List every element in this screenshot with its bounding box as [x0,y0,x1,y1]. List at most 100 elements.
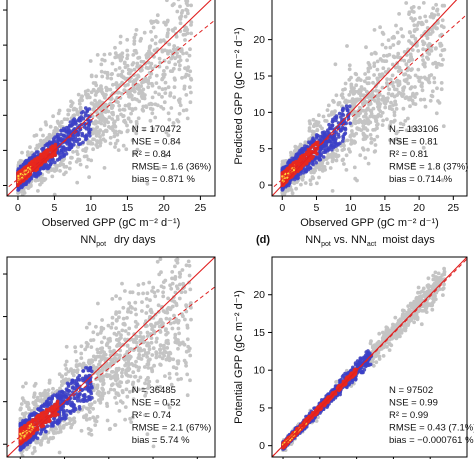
density-point-blue [316,133,320,138]
data-point [375,93,380,98]
data-point [423,14,428,19]
data-point [312,130,316,134]
data-point [366,69,371,74]
data-point [75,152,80,157]
data-point [153,115,158,120]
data-point [151,19,156,24]
data-point [378,57,383,61]
data-point [110,126,114,131]
data-point [409,55,413,60]
data-point [400,94,405,98]
density-point-red [51,146,55,151]
data-point [392,113,397,118]
data-point [149,29,153,34]
data-point [386,91,391,96]
data-point [157,92,161,97]
data-point [52,192,57,196]
data-point [409,41,414,45]
data-point [395,93,399,97]
data-point [347,147,351,152]
data-point [183,14,188,19]
x-tick-label: 10 [85,202,97,214]
data-point [399,27,404,31]
data-point [396,129,400,134]
data-point [121,143,126,148]
data-point [392,35,396,40]
data-point [94,83,99,88]
data-point [126,71,131,76]
data-point [435,86,439,91]
data-point [382,53,386,58]
data-point [310,175,315,179]
data-point [99,69,104,74]
data-point [20,193,25,196]
data-point [164,130,169,135]
data-point [115,114,120,119]
data-point [136,116,141,121]
data-point [178,103,183,108]
data-point [345,138,350,143]
data-point [165,19,170,24]
data-point [132,39,137,43]
data-point [417,5,421,10]
data-point [420,81,424,86]
data-point [429,45,434,49]
data-point [150,38,155,42]
density-point-red [53,142,58,147]
data-point [392,110,397,115]
data-point [372,61,377,66]
data-point [408,86,413,91]
data-point [138,68,143,73]
data-point [436,12,441,17]
density-point-red [27,163,31,167]
data-point [172,95,177,100]
data-point [139,36,144,41]
data-point [134,131,139,136]
data-point [168,49,172,53]
density-point-blue [77,130,81,134]
data-point [412,23,417,28]
data-point [131,53,136,57]
data-point [115,138,120,143]
data-point [362,119,366,124]
data-point [153,102,158,107]
data-point [402,50,407,54]
data-point [358,106,362,111]
data-point [89,158,94,163]
data-point [350,97,355,101]
data-point [396,51,401,56]
x-tick-label: 25 [195,202,207,214]
data-point [109,76,114,81]
data-point [434,2,438,7]
data-point [330,159,335,164]
data-point [363,136,368,141]
data-point [369,136,374,141]
data-point [126,82,130,87]
data-point [59,120,64,124]
data-point [86,157,91,162]
data-point [169,56,174,61]
data-point [416,75,421,80]
data-point [308,182,313,187]
data-point [162,72,167,77]
data-point [398,121,403,126]
data-point [65,117,70,122]
data-point [68,161,72,165]
data-point [91,147,95,152]
density-point-blue [87,131,91,135]
data-point [36,189,40,193]
data-point [50,174,55,179]
data-point [143,93,147,97]
data-point [380,123,385,127]
data-point [172,76,177,81]
data-point [344,168,349,172]
data-point [153,34,158,39]
data-point [312,122,317,127]
data-point [151,126,156,131]
density-point-blue [336,143,340,147]
density-point-blue [59,128,63,133]
density-point-red [18,169,23,173]
data-point [120,91,124,96]
density-point-blue [323,141,328,145]
data-point [381,66,386,71]
